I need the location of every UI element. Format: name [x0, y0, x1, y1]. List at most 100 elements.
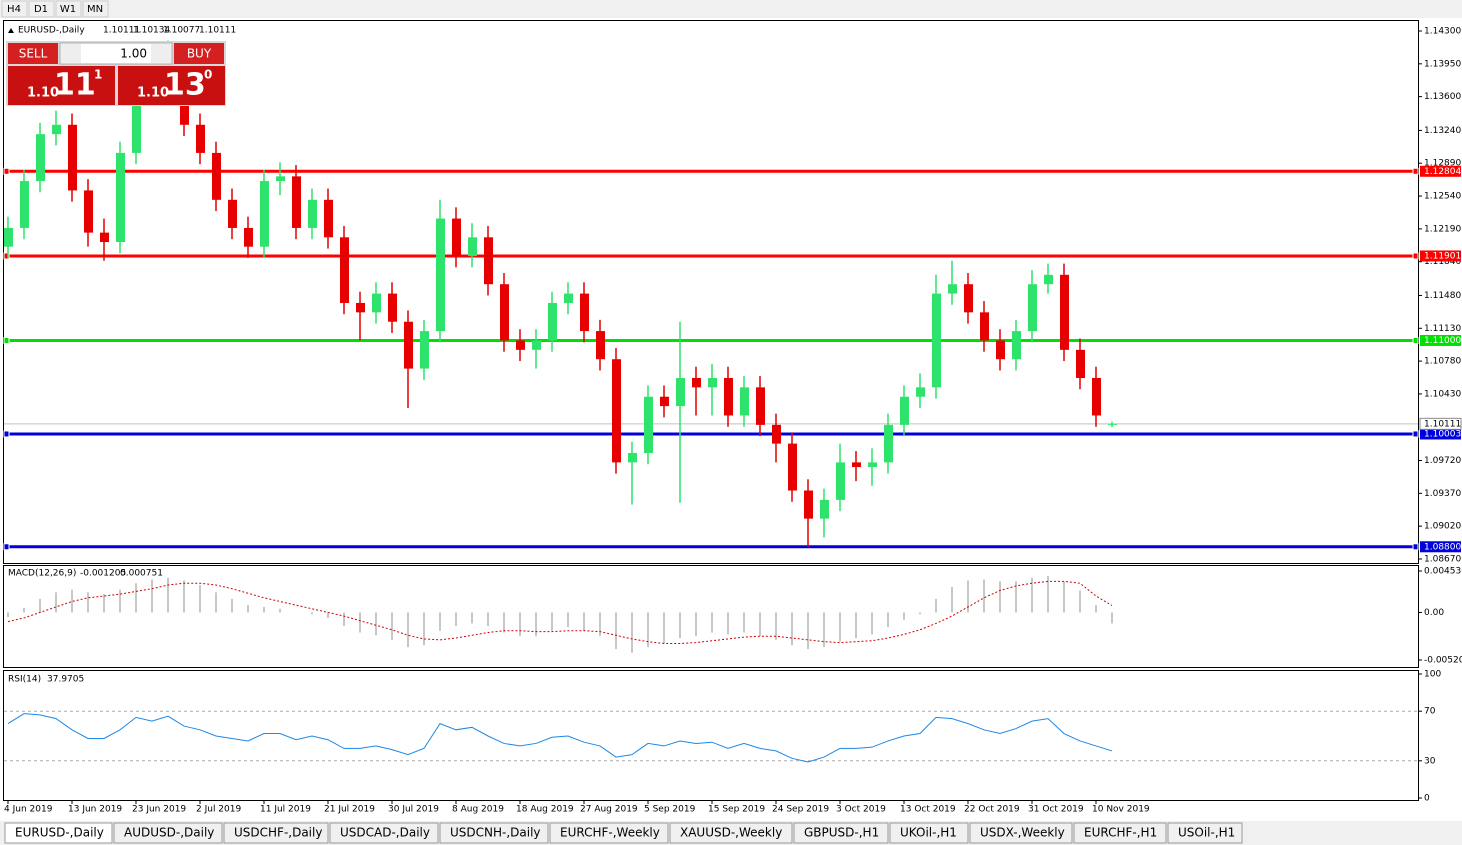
ask-box[interactable] — [118, 66, 225, 105]
candle-body — [916, 387, 925, 397]
candle-body — [1028, 284, 1037, 332]
candle-body — [436, 218, 445, 332]
candle-body — [1108, 423, 1117, 425]
y-tick-label: 1.09370 — [1424, 489, 1461, 499]
chart-tab[interactable] — [1073, 822, 1167, 844]
x-tick-label: 13 Oct 2019 — [900, 805, 956, 815]
rsi-title: RSI(14) — [8, 675, 41, 685]
candle-body — [644, 396, 653, 453]
chart-tab[interactable] — [223, 822, 329, 844]
volume-input[interactable] — [59, 42, 173, 65]
collapse-icon[interactable] — [8, 28, 14, 33]
chart-tab-label[interactable]: USDX-,Weekly — [980, 826, 1065, 840]
y-tick-label: 1.12540 — [1424, 192, 1461, 202]
y-tick-label: 1.13600 — [1424, 92, 1461, 102]
timeframe-label[interactable]: MN — [87, 4, 103, 15]
y-tick-label: 1.11840 — [1424, 257, 1461, 267]
x-tick-label: 8 Aug 2019 — [452, 805, 504, 815]
bid-point[interactable]: 1 — [94, 68, 102, 82]
chart-tab-label[interactable]: USDCAD-,Daily — [340, 826, 430, 840]
sell-label[interactable]: SELL — [19, 47, 48, 61]
y-tick-label: 1.10780 — [1424, 357, 1461, 367]
y-tick-label: 1.08670 — [1424, 554, 1461, 564]
candle-body — [1092, 377, 1101, 416]
x-tick-label: 27 Aug 2019 — [580, 805, 638, 815]
x-tick-label: 2 Jul 2019 — [196, 805, 241, 815]
chart-tab-label[interactable]: EURCHF-,Weekly — [560, 826, 660, 840]
chart-tab[interactable] — [793, 822, 889, 844]
bid-prefix[interactable]: 1.10 — [27, 86, 59, 101]
level-handle — [3, 167, 10, 175]
chart-tab[interactable] — [549, 822, 669, 844]
candle-body — [980, 312, 989, 341]
chart-tab[interactable] — [4, 822, 113, 844]
y-tick-label: 30 — [1424, 756, 1436, 766]
candle-body — [500, 284, 509, 341]
chart-tab[interactable] — [889, 822, 969, 844]
ohlc-high: 1.10134 — [133, 26, 170, 36]
y-tick-label: 1.14300 — [1424, 27, 1461, 37]
chart-tab[interactable] — [113, 822, 223, 844]
toolbar-bg — [0, 0, 1462, 18]
timeframe-label[interactable]: D1 — [34, 4, 48, 15]
chart-tab-label[interactable]: USDCHF-,Daily — [234, 826, 322, 840]
level-tag-label: 1.11000 — [1424, 336, 1461, 346]
x-tick-label: 24 Sep 2019 — [772, 805, 829, 815]
volume-up[interactable] — [151, 44, 171, 63]
y-tick-label: 0.00 — [1424, 608, 1444, 618]
chart-tab[interactable] — [329, 822, 439, 844]
chart-title: EURUSD-,Daily — [18, 26, 85, 36]
candle-body — [116, 152, 125, 243]
ask-pips[interactable]: 13 — [164, 68, 206, 103]
ask-prefix[interactable]: 1.10 — [137, 86, 169, 101]
volume-down[interactable] — [61, 44, 81, 63]
chart-tab-label[interactable]: EURCHF-,H1 — [1084, 826, 1157, 840]
buy-label[interactable]: BUY — [187, 47, 212, 61]
y-tick-label: -0.005205 — [1424, 656, 1462, 666]
x-tick-label: 31 Oct 2019 — [1028, 805, 1084, 815]
candle-body — [532, 340, 541, 350]
bid-box[interactable] — [8, 66, 115, 105]
chart-tab-label[interactable]: USDCNH-,Daily — [450, 826, 541, 840]
chart-tab-label[interactable]: USOil-,H1 — [1178, 826, 1235, 840]
candle-body — [900, 396, 909, 425]
y-tick-label: 70 — [1424, 707, 1436, 717]
chart-tab[interactable] — [969, 822, 1073, 844]
chart-tab[interactable] — [669, 822, 793, 844]
chart-tab-label[interactable]: XAUUSD-,Weekly — [680, 826, 782, 840]
level-handle — [1412, 543, 1419, 551]
timeframe-label[interactable]: W1 — [60, 4, 76, 15]
candle-body — [804, 490, 813, 519]
timeframe-button[interactable] — [55, 0, 82, 18]
chart-tab-label[interactable]: UKOil-,H1 — [900, 826, 957, 840]
timeframe-label[interactable]: H4 — [7, 4, 21, 15]
last-price-label: 1.10111 — [1424, 419, 1461, 429]
bid-pips[interactable]: 11 — [54, 68, 96, 103]
level-handle — [3, 543, 10, 551]
buy-button[interactable] — [174, 43, 224, 64]
level-handle — [3, 336, 10, 344]
level-handle — [3, 252, 10, 260]
chart-tab-label[interactable]: AUDUSD-,Daily — [124, 826, 214, 840]
candle-body — [740, 387, 749, 416]
macd-signal-value: 0.000751 — [120, 569, 163, 579]
candle-body — [468, 237, 477, 257]
chart-tab[interactable] — [439, 822, 549, 844]
ask-point[interactable]: 0 — [204, 68, 212, 82]
timeframe-button[interactable] — [82, 0, 109, 18]
candle-body — [100, 232, 109, 243]
ohlc-open: 1.10111 — [103, 26, 140, 36]
level-handle — [1412, 252, 1419, 260]
chart-tab-label[interactable]: GBPUSD-,H1 — [804, 826, 879, 840]
timeframe-button[interactable] — [28, 0, 55, 18]
candle-body — [724, 377, 733, 416]
candle-body — [20, 181, 29, 228]
candle-body — [84, 190, 93, 233]
chart-tab-label[interactable]: EURUSD-,Daily — [15, 826, 104, 840]
chart-tab[interactable] — [1167, 822, 1243, 844]
level-tag — [1420, 250, 1461, 262]
sell-button[interactable] — [8, 43, 58, 64]
volume-value[interactable]: 1.00 — [120, 47, 147, 61]
timeframe-button[interactable] — [1, 0, 28, 18]
